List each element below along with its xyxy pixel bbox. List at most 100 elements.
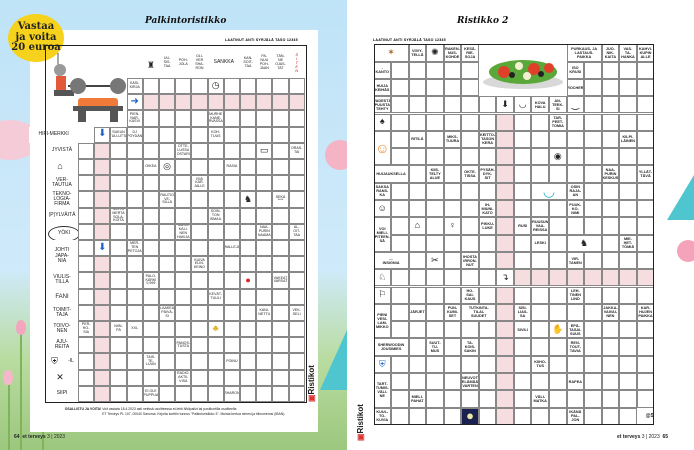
letter-cell[interactable] [461, 217, 479, 235]
letter-cell[interactable] [240, 110, 257, 127]
letter-cell[interactable] [272, 353, 289, 370]
letter-cell[interactable] [513, 165, 532, 183]
letter-cell[interactable] [513, 200, 532, 218]
letter-cell[interactable] [142, 337, 159, 354]
letter-cell[interactable] [636, 286, 655, 304]
letter-cell[interactable] [191, 353, 208, 370]
letter-cell[interactable] [78, 353, 95, 370]
letter-cell[interactable] [207, 337, 224, 354]
letter-cell[interactable] [191, 321, 208, 338]
letter-cell[interactable] [94, 272, 111, 289]
letter-cell[interactable] [191, 207, 208, 224]
letter-cell[interactable] [240, 207, 257, 224]
letter-cell[interactable] [110, 337, 127, 354]
letter-cell[interactable] [78, 256, 95, 273]
letter-cell[interactable] [207, 94, 224, 111]
letter-cell[interactable] [272, 304, 289, 321]
letter-cell[interactable] [496, 355, 514, 373]
letter-cell[interactable] [223, 191, 240, 208]
letter-cell[interactable] [288, 191, 305, 208]
letter-cell[interactable] [240, 78, 257, 95]
letter-cell[interactable] [159, 110, 176, 127]
letter-cell[interactable] [94, 256, 111, 273]
letter-cell[interactable] [443, 338, 462, 356]
letter-cell[interactable] [142, 321, 159, 338]
letter-cell[interactable] [240, 385, 257, 402]
letter-cell[interactable] [619, 148, 637, 166]
letter-cell[interactable] [240, 337, 257, 354]
letter-cell[interactable] [426, 113, 444, 131]
letter-cell[interactable] [584, 355, 602, 373]
letter-cell[interactable] [78, 223, 95, 240]
letter-cell[interactable] [584, 321, 602, 339]
letter-cell[interactable] [191, 288, 208, 305]
letter-cell[interactable] [619, 182, 637, 200]
letter-cell[interactable] [110, 272, 127, 289]
letter-cell[interactable] [531, 286, 549, 304]
letter-cell[interactable] [461, 269, 479, 287]
letter-cell[interactable] [443, 234, 462, 252]
letter-cell[interactable] [207, 142, 224, 159]
letter-cell[interactable] [443, 165, 462, 183]
letter-cell[interactable] [110, 223, 127, 240]
letter-cell[interactable] [288, 385, 305, 402]
letter-cell[interactable] [549, 251, 567, 270]
letter-cell[interactable] [461, 321, 479, 339]
letter-cell[interactable] [142, 78, 159, 95]
letter-cell[interactable] [584, 373, 602, 391]
letter-cell[interactable] [159, 272, 176, 289]
letter-cell[interactable] [126, 304, 143, 321]
letter-cell[interactable] [601, 321, 620, 339]
letter-cell[interactable] [496, 286, 514, 304]
letter-cell[interactable] [636, 251, 655, 270]
letter-cell[interactable] [426, 373, 444, 391]
letter-cell[interactable] [223, 288, 240, 305]
letter-cell[interactable] [126, 385, 143, 402]
letter-cell[interactable] [175, 304, 192, 321]
letter-cell[interactable] [159, 126, 176, 143]
letter-cell[interactable] [78, 142, 95, 159]
letter-cell[interactable] [126, 272, 143, 289]
letter-cell[interactable] [496, 148, 514, 166]
letter-cell[interactable] [288, 321, 305, 338]
letter-cell[interactable] [513, 373, 532, 391]
letter-cell[interactable] [636, 61, 655, 79]
letter-cell[interactable] [110, 240, 127, 257]
letter-cell[interactable] [288, 272, 305, 289]
letter-cell[interactable] [223, 142, 240, 159]
letter-cell[interactable] [256, 110, 273, 127]
letter-cell[interactable] [601, 373, 620, 391]
letter-cell[interactable] [256, 78, 273, 95]
letter-cell[interactable] [142, 240, 159, 257]
letter-cell[interactable] [549, 130, 567, 149]
letter-cell[interactable] [513, 269, 532, 287]
letter-cell[interactable] [636, 321, 655, 339]
letter-cell[interactable] [94, 142, 111, 159]
letter-cell[interactable] [601, 148, 620, 166]
letter-cell[interactable] [207, 353, 224, 370]
letter-cell[interactable] [636, 182, 655, 200]
letter-cell[interactable] [110, 304, 127, 321]
letter-cell[interactable] [191, 385, 208, 402]
letter-cell[interactable] [443, 355, 462, 373]
letter-cell[interactable] [126, 159, 143, 176]
letter-cell[interactable] [461, 113, 479, 131]
letter-cell[interactable] [443, 407, 462, 425]
letter-cell[interactable] [175, 353, 192, 370]
letter-cell[interactable] [272, 94, 289, 111]
letter-cell[interactable] [496, 234, 514, 252]
letter-cell[interactable] [426, 355, 444, 373]
letter-cell[interactable] [256, 159, 273, 176]
letter-cell[interactable] [240, 175, 257, 192]
letter-cell[interactable] [142, 175, 159, 192]
letter-cell[interactable] [175, 240, 192, 257]
letter-cell[interactable] [272, 142, 289, 159]
letter-cell[interactable] [513, 182, 532, 200]
letter-cell[interactable] [391, 303, 409, 322]
letter-cell[interactable] [175, 110, 192, 127]
letter-cell[interactable] [288, 240, 305, 257]
letter-cell[interactable] [478, 286, 497, 304]
letter-cell[interactable] [601, 182, 620, 200]
letter-cell[interactable] [601, 355, 620, 373]
letter-cell[interactable] [110, 142, 127, 159]
